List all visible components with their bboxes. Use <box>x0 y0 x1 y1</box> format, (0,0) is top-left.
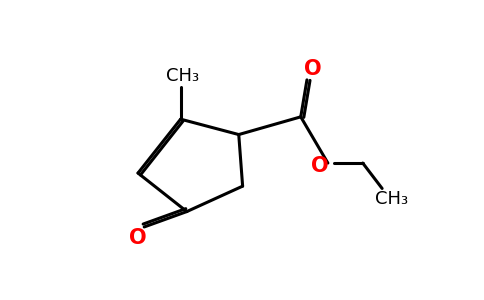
Text: O: O <box>304 59 322 79</box>
Text: CH₃: CH₃ <box>375 190 408 208</box>
Text: CH₃: CH₃ <box>166 67 199 85</box>
Text: O: O <box>311 156 329 176</box>
Text: O: O <box>129 228 147 248</box>
